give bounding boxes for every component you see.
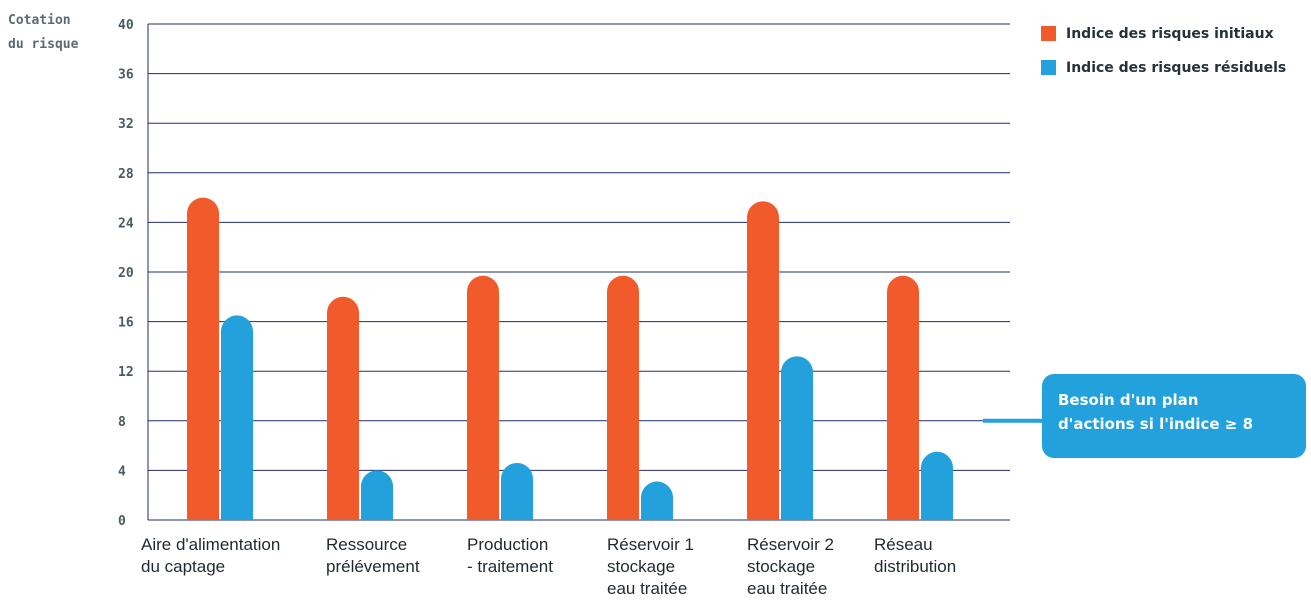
legend-entry: Indice des risques résiduels	[1066, 60, 1286, 76]
x-tick-label: Aire d'alimentation	[141, 535, 280, 554]
y-tick-label: 16	[118, 316, 134, 331]
y-axis-label: Cotation	[8, 13, 71, 28]
y-tick-label: 28	[118, 167, 134, 182]
y-tick-label: 36	[118, 68, 134, 83]
y-tick-label: 0	[118, 514, 126, 529]
x-tick-label: Réseau	[874, 535, 933, 554]
x-tick-label: Ressource	[326, 535, 407, 554]
legend-swatch	[1041, 26, 1056, 41]
y-axis-label: du risque	[8, 37, 79, 52]
bar-initial	[747, 201, 779, 520]
bar-residual	[501, 462, 533, 520]
bar-initial	[327, 296, 359, 520]
bar-initial	[607, 275, 639, 520]
y-tick-label: 8	[118, 415, 126, 430]
callout-box	[1042, 374, 1306, 458]
x-tick-label: Réservoir 1	[607, 535, 694, 554]
x-tick-label: prélévement	[326, 557, 420, 576]
bar-residual	[641, 481, 673, 520]
bar-residual	[221, 315, 253, 520]
legend-entry: Indice des risques initiaux	[1066, 26, 1274, 42]
bar-residual	[781, 356, 813, 520]
y-tick-label: 12	[118, 365, 134, 380]
callout-text: d'actions si l'indice ≥ 8	[1058, 415, 1253, 433]
bar-residual	[361, 470, 393, 520]
x-tick-label: du captage	[141, 557, 225, 576]
y-tick-label: 40	[118, 18, 134, 33]
y-tick-label: 32	[118, 117, 134, 132]
x-tick-label: eau traitée	[747, 579, 827, 598]
bar-initial	[887, 275, 919, 520]
bar-initial	[467, 275, 499, 520]
callout-text: Besoin d'un plan	[1058, 391, 1198, 409]
y-tick-label: 24	[118, 216, 134, 231]
bar-residual	[921, 451, 953, 520]
x-tick-label: Réservoir 2	[747, 535, 834, 554]
x-tick-label: stockage	[747, 557, 815, 576]
x-tick-label: Production	[467, 535, 548, 554]
x-tick-label: eau traitée	[607, 579, 687, 598]
x-tick-label: - traitement	[467, 557, 553, 576]
x-tick-label: stockage	[607, 557, 675, 576]
y-tick-label: 4	[118, 464, 126, 479]
bar-initial	[187, 197, 219, 520]
y-tick-label: 20	[118, 266, 134, 281]
x-tick-label: distribution	[874, 557, 956, 576]
legend-swatch	[1041, 60, 1056, 75]
